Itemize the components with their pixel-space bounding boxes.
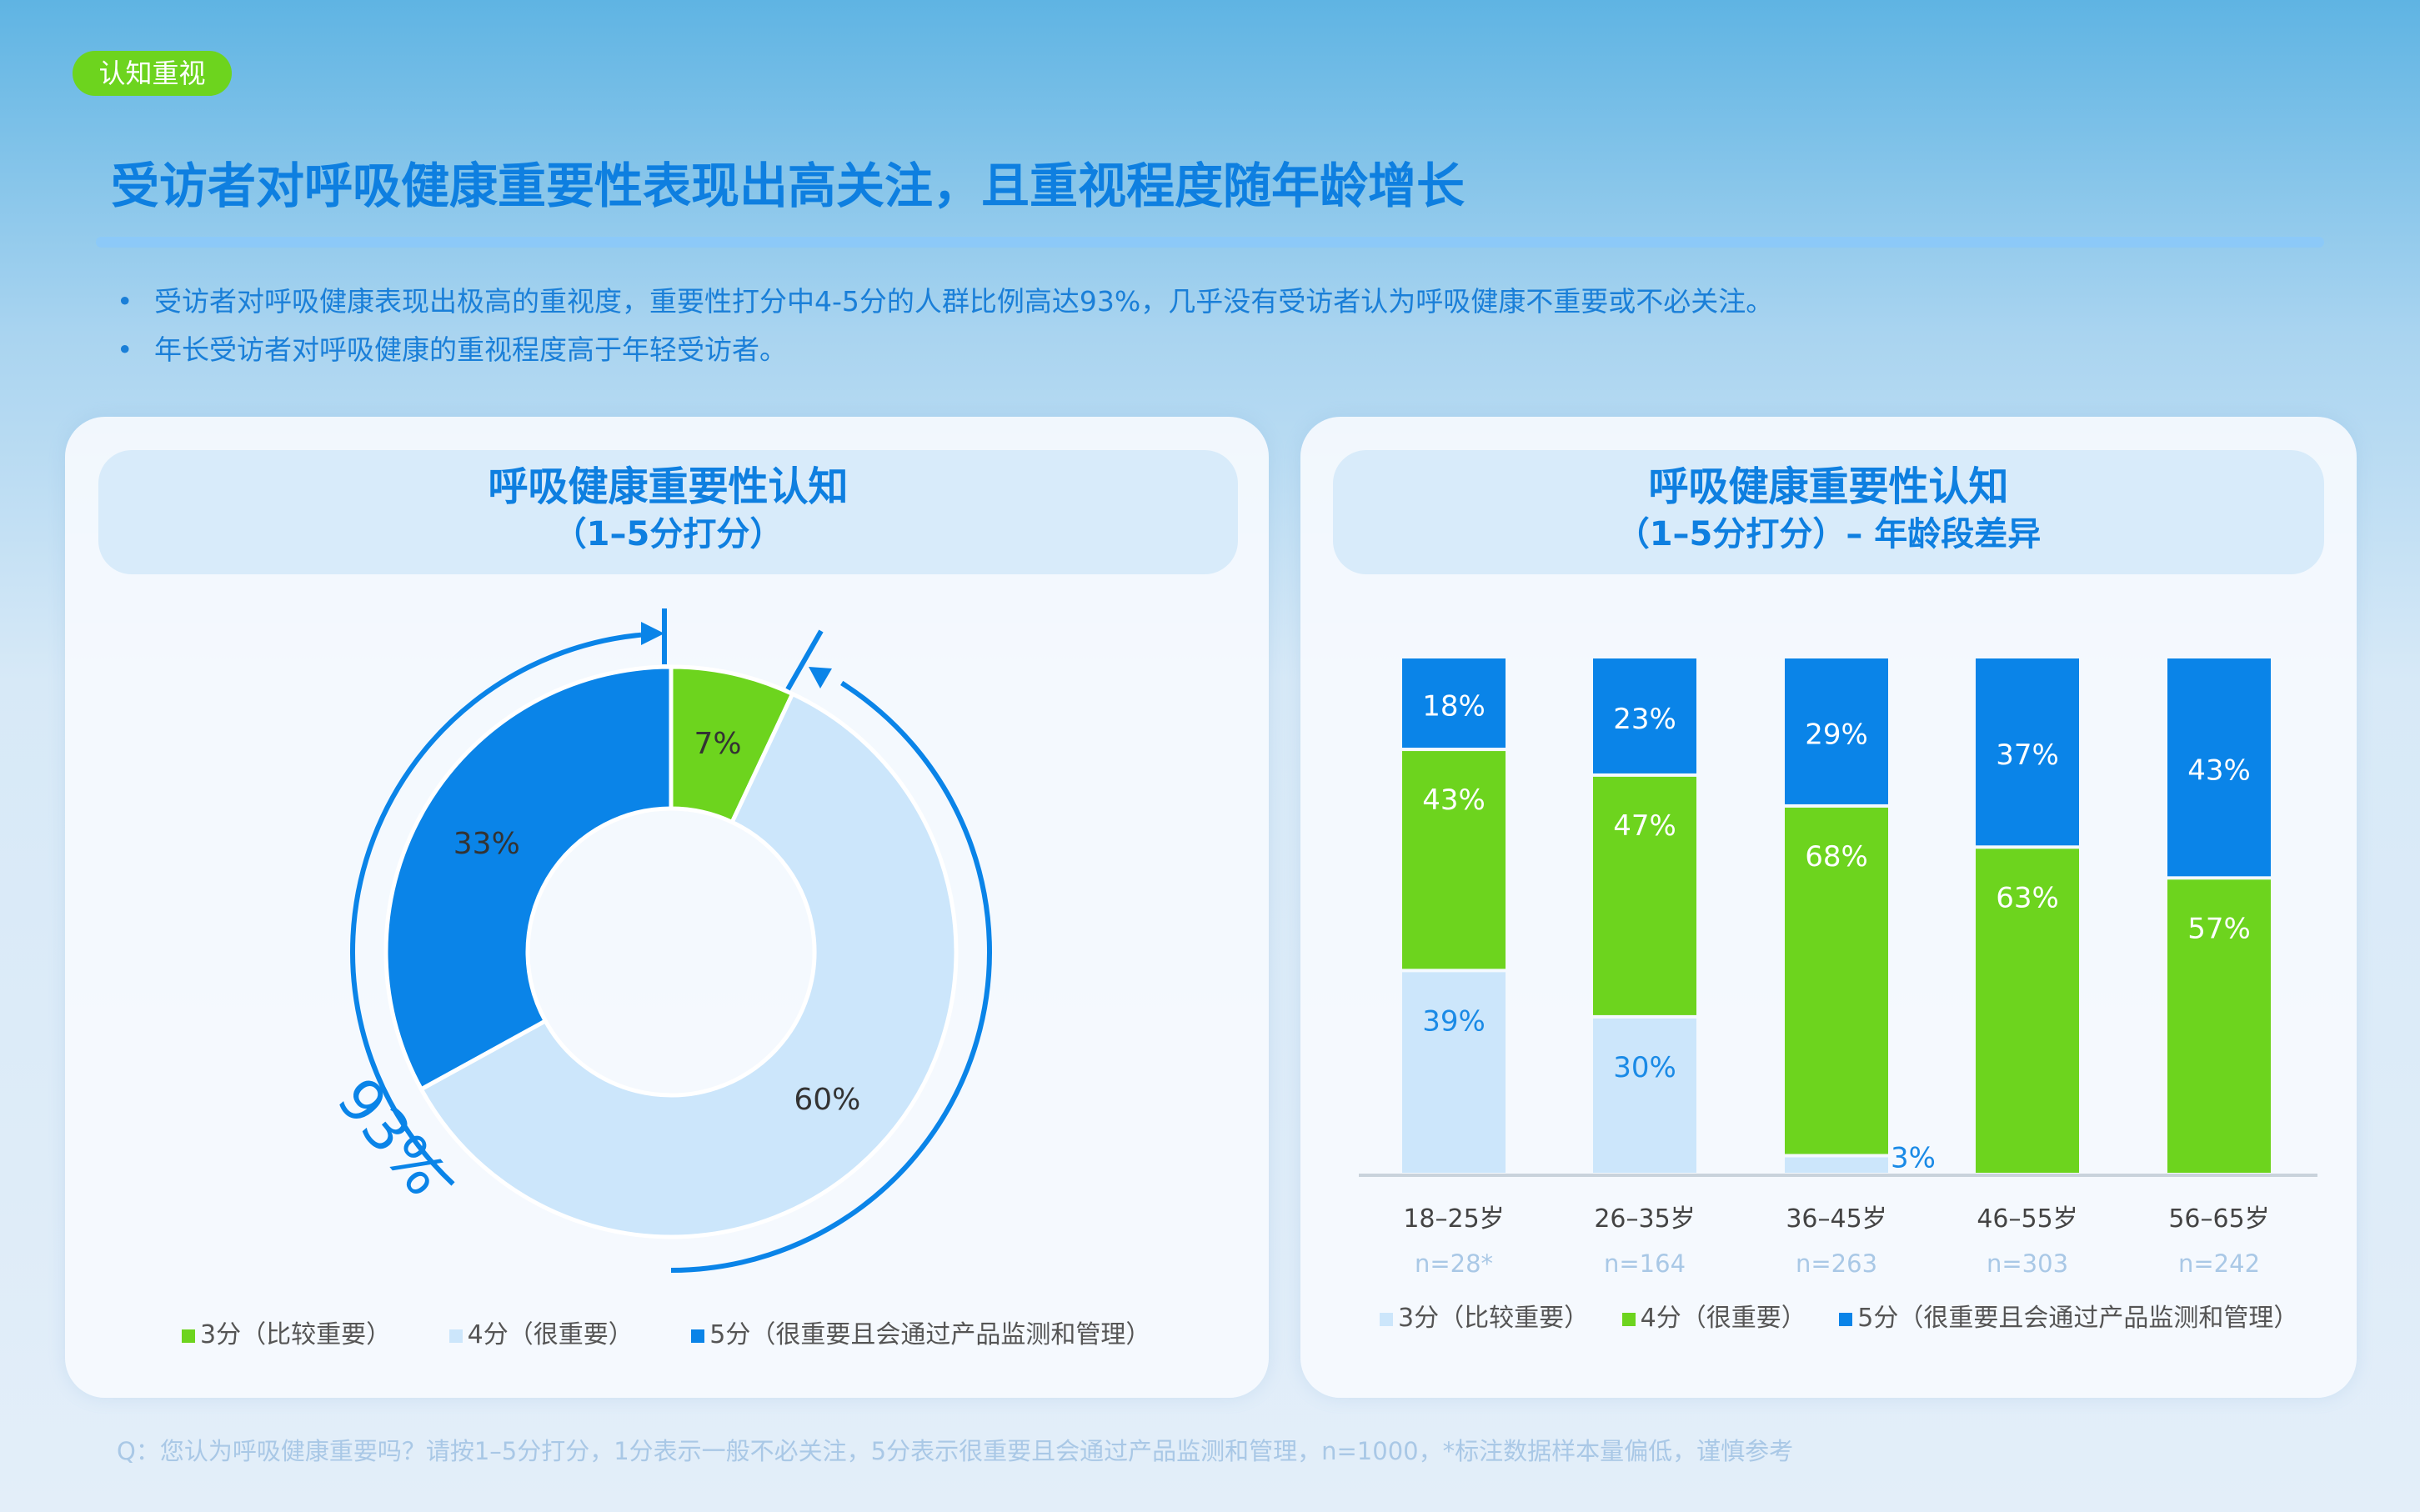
bar-label: 63% xyxy=(1996,881,2059,914)
donut-slice xyxy=(418,691,959,1239)
legend-item-score5: 5分（很重要且会通过产品监测和管理） xyxy=(1839,1304,2298,1333)
legend-item-score3: 3分（比较重要） xyxy=(182,1320,391,1349)
legend-item-score3: 3分（比较重要） xyxy=(1380,1304,1589,1333)
legend-label: 3分（比较重要） xyxy=(200,1320,392,1349)
x-tick-label: 36–45岁 xyxy=(1786,1204,1886,1234)
bar-label: 39% xyxy=(1422,1004,1486,1038)
sample-size-label: n=263 xyxy=(1796,1249,1877,1278)
sample-size-label: n=28* xyxy=(1415,1249,1493,1278)
annotation-arc xyxy=(350,632,642,1186)
bar-segment xyxy=(1593,1018,1696,1173)
legend-item-score4: 4分（很重要） xyxy=(448,1320,634,1349)
bar-subtitle: （1–5分打分）– 年龄段差异 xyxy=(1616,515,2042,553)
bar-label: 57% xyxy=(2187,912,2251,945)
footnote: Q：您认为呼吸健康重要吗？请按1–5分打分，1分表示一般不必关注，5分表示很重要… xyxy=(117,1437,1794,1465)
section-tag: 认知重视 xyxy=(73,51,232,96)
sample-size-label: n=242 xyxy=(2178,1249,2260,1278)
donut-slice-label: 60% xyxy=(794,1083,860,1117)
donut-title: 呼吸健康重要性认知 xyxy=(488,463,849,510)
arrow-head-icon xyxy=(809,667,832,688)
x-tick-label: 56–65岁 xyxy=(2168,1204,2269,1234)
bar-label: 43% xyxy=(1422,784,1486,817)
legend-label: 5分（很重要且会通过产品监测和管理） xyxy=(1857,1304,2299,1333)
bar-segment xyxy=(2167,658,2271,877)
legend-swatch xyxy=(448,1329,463,1343)
legend-swatch xyxy=(1380,1312,1393,1326)
bar-segment xyxy=(1785,658,1888,804)
legend-item-score5: 5分（很重要且会通过产品监测和管理） xyxy=(691,1320,1150,1349)
legend-label: 4分（很重要） xyxy=(1640,1304,1806,1333)
donut-subtitle: （1–5分打分） xyxy=(553,515,784,553)
legend-label: 4分（很重要） xyxy=(467,1320,634,1349)
donut-legend: 3分（比较重要） 4分（很重要） 5分（很重要且会通过产品监测和管理） xyxy=(182,1314,1200,1350)
summary-bullets: 受访者对呼吸健康表现出极高的重视度，重要性打分中4-5分的人群比例高达93%，几… xyxy=(117,282,1773,378)
bar-segment xyxy=(1976,849,2079,1173)
bar-segment xyxy=(1976,658,2079,846)
bar-label: 23% xyxy=(1613,703,1676,736)
legend-swatch xyxy=(1621,1312,1636,1326)
legend-swatch xyxy=(1839,1312,1853,1326)
donut-slice xyxy=(383,664,674,1093)
legend-swatch xyxy=(691,1329,705,1343)
title-divider xyxy=(96,237,2324,248)
bar-segment xyxy=(1593,776,1696,1015)
bar-label: 29% xyxy=(1805,718,1868,751)
legend-label: 5分（很重要且会通过产品监测和管理） xyxy=(709,1320,1151,1349)
bar-segment xyxy=(1402,658,1506,748)
bar-label: 47% xyxy=(1613,809,1676,843)
donut-card-header: 呼吸健康重要性认知 （1–5分打分） xyxy=(98,450,1238,574)
bar-title: 呼吸健康重要性认知 xyxy=(1648,463,2009,510)
bar-label: 68% xyxy=(1805,840,1868,874)
sample-size-label: n=164 xyxy=(1604,1249,1686,1278)
bar-label: 30% xyxy=(1613,1051,1676,1084)
bullet-item: 年长受访者对呼吸健康的重视程度高于年轻受访者。 xyxy=(117,330,1773,378)
sample-size-label: n=303 xyxy=(1987,1249,2068,1278)
legend-label: 3分（比较重要） xyxy=(1398,1304,1590,1333)
arrow-head-icon xyxy=(641,622,664,645)
bar-segment xyxy=(1402,972,1506,1173)
bar-segment xyxy=(2167,879,2271,1173)
x-tick-label: 18–25岁 xyxy=(1403,1204,1504,1234)
bar-label: 43% xyxy=(2187,754,2251,788)
legend-item-score4: 4分（很重要） xyxy=(1621,1304,1806,1333)
annotation-arc xyxy=(670,680,992,1273)
legend-swatch xyxy=(182,1329,195,1343)
bar-legend: 3分（比较重要） 4分（很重要） 5分（很重要且会通过产品监测和管理） xyxy=(1380,1297,2348,1334)
bar-label: 3% xyxy=(1891,1141,1936,1174)
bullet-item: 受访者对呼吸健康表现出极高的重视度，重要性打分中4-5分的人群比例高达93%，几… xyxy=(117,282,1773,330)
bar-card-header: 呼吸健康重要性认知 （1–5分打分）– 年龄段差异 xyxy=(1333,450,2324,574)
bar-label: 37% xyxy=(1996,738,2059,772)
x-tick-label: 26–35岁 xyxy=(1594,1204,1695,1234)
donut-slice-label: 33% xyxy=(453,827,520,861)
bar-segment xyxy=(1593,658,1696,774)
page-title: 受访者对呼吸健康重要性表现出高关注，且重视程度随年龄增长 xyxy=(111,158,1466,214)
bar-segment xyxy=(1402,751,1506,969)
annotation-tick xyxy=(785,629,824,691)
bar-segment xyxy=(1785,807,1888,1154)
bar-label: 18% xyxy=(1422,690,1486,723)
bar-segment xyxy=(1785,1157,1888,1173)
x-tick-label: 46–55岁 xyxy=(1977,1204,2077,1234)
donut-slice-label: 7% xyxy=(694,727,742,761)
